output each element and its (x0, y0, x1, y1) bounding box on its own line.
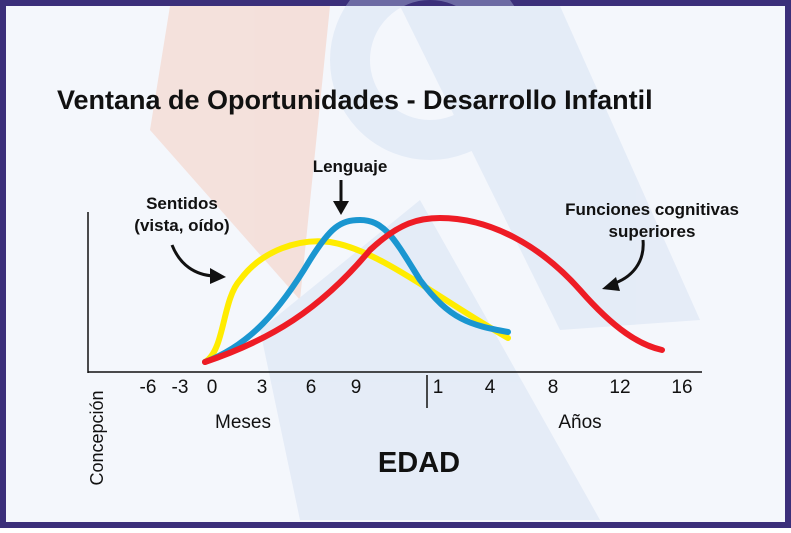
curve-label: (vista, oído) (134, 216, 229, 235)
y-label: Concepción (87, 390, 107, 485)
curve-cognitive (202, 214, 665, 365)
arrows (170, 180, 645, 291)
x-tick-label: -3 (172, 377, 189, 398)
curve-label: Lenguaje (313, 157, 388, 176)
curve-label: superiores (609, 222, 696, 241)
x-tick-label: 0 (207, 377, 218, 398)
group-label: Años (558, 412, 601, 433)
x-tick-label: -6 (140, 377, 157, 398)
x-tick-label: 6 (306, 377, 317, 398)
x-tick-label: 12 (609, 377, 630, 398)
curve-label: Funciones cognitivas (565, 200, 739, 219)
background (6, 6, 785, 522)
curve-language (202, 216, 511, 365)
x-tick-label: 1 (433, 377, 444, 398)
x-tick-label: 9 (351, 377, 362, 398)
title: Ventana de Oportunidades - Desarrollo In… (57, 85, 653, 115)
group-label: Meses (215, 412, 271, 433)
curve-label: Sentidos (146, 194, 218, 213)
x-tick-label: 8 (548, 377, 559, 398)
x-tick-label: 16 (671, 377, 692, 398)
x-label: EDAD (378, 447, 460, 479)
x-tick-label: 4 (485, 377, 496, 398)
x-tick-label: 3 (257, 377, 268, 398)
